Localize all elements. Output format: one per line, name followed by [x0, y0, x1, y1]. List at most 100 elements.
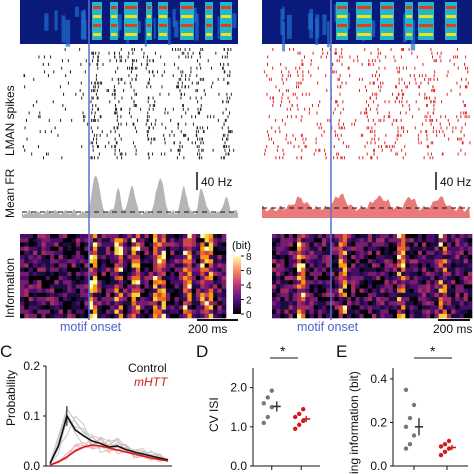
- heatmap-cell: [347, 267, 352, 273]
- heatmap-cell: [305, 246, 310, 252]
- heatmap-cell: [384, 305, 389, 310]
- heatmap-cell: [123, 271, 128, 277]
- heatmap-cell: [75, 292, 81, 298]
- heatmap-cell: [338, 250, 344, 256]
- heatmap-cell: [97, 276, 102, 281]
- heatmap-cell: [280, 250, 285, 256]
- heatmap-cell: [467, 250, 473, 256]
- heatmap-cell: [301, 242, 306, 247]
- heatmap-cell: [313, 284, 319, 289]
- heatmap-cell: [32, 292, 38, 298]
- heatmap-cell: [347, 301, 352, 306]
- spectrogram-harmonic: [419, 33, 433, 36]
- heatmap-cell: [20, 309, 25, 315]
- heatmap-cell: [71, 276, 77, 281]
- heatmap-cell: [459, 313, 464, 319]
- heatmap-cell: [455, 246, 460, 252]
- heatmap-cell: [388, 309, 394, 315]
- heatmap-cell: [67, 305, 72, 310]
- spectrogram-harmonic: [419, 6, 433, 9]
- heatmap-cell: [50, 246, 55, 252]
- heatmap-cell: [45, 313, 51, 319]
- heatmap-cell: [221, 288, 227, 294]
- heatmap-cell: [276, 301, 281, 306]
- heatmap-cell: [355, 246, 360, 252]
- heatmap-cell: [426, 280, 431, 285]
- heatmap-cell: [409, 263, 414, 268]
- heatmap-cell: [118, 234, 124, 239]
- heatmap-cell: [326, 250, 331, 256]
- heatmap-cell: [165, 305, 171, 310]
- heatmap-cell: [92, 238, 98, 243]
- heatmap-cell: [426, 255, 431, 260]
- heatmap-cell: [417, 259, 423, 264]
- heatmap-cell: [204, 267, 210, 273]
- heatmap-cell: [45, 238, 51, 243]
- heatmap-cell: [208, 255, 214, 260]
- heatmap-cell: [208, 267, 214, 273]
- heatmap-cell: [467, 242, 473, 247]
- heatmap-cell: [28, 284, 34, 289]
- heatmap-cell: [288, 263, 294, 268]
- heatmap-cell: [309, 309, 314, 315]
- heatmap-cell: [301, 313, 306, 319]
- heatmap-cell: [322, 250, 327, 256]
- heatmap-cell: [430, 267, 435, 273]
- heatmap-cell: [442, 271, 448, 277]
- heatmap-cell: [110, 284, 115, 289]
- heatmap-cell: [359, 297, 364, 302]
- heatmap-cell: [280, 238, 285, 243]
- heatmap-cell: [409, 267, 414, 273]
- heatmap-cell: [409, 250, 414, 256]
- heatmap-cell: [426, 271, 431, 277]
- heatmap-cell: [217, 271, 223, 277]
- heatmap-cell: [88, 288, 94, 294]
- heatmap-cell: [165, 280, 171, 285]
- heatmap-cell: [359, 276, 364, 281]
- heatmap-cell: [434, 255, 439, 260]
- spectrogram-harmonic: [419, 15, 433, 18]
- heatmap-cell: [317, 297, 323, 302]
- heatmap-cell: [417, 284, 423, 289]
- heatmap-cell: [187, 305, 192, 310]
- heatmap-cell: [430, 313, 435, 319]
- heatmap-cell: [178, 246, 184, 252]
- heatmap-cell: [161, 271, 167, 277]
- heatmap-cell: [338, 313, 344, 319]
- heatmap-cell: [105, 267, 111, 273]
- heatmap-cell: [417, 276, 423, 281]
- heatmap-cell: [135, 284, 141, 289]
- heatmap-cell: [24, 292, 29, 298]
- heatmap-cell: [359, 263, 364, 268]
- heatmap-cell: [322, 284, 327, 289]
- heatmap-cell: [384, 234, 389, 239]
- heatmap-cell: [363, 246, 369, 252]
- heatmap-cell: [342, 284, 348, 289]
- heatmap-cell: [123, 292, 128, 298]
- heatmap-cell: [84, 255, 89, 260]
- heatmap-cell: [422, 263, 427, 268]
- heatmap-cell: [32, 288, 38, 294]
- heatmap-cell: [157, 309, 162, 315]
- heatmap-cell: [409, 309, 414, 315]
- heatmap-cell: [97, 234, 102, 239]
- heatmap-cell: [288, 255, 294, 260]
- heatmap-cell: [455, 271, 460, 277]
- motif-onset-label-left: motif onset: [60, 320, 122, 334]
- heatmap-cell: [467, 292, 473, 298]
- heatmap-cell: [170, 309, 175, 315]
- heatmap-cell: [183, 271, 188, 277]
- heatmap-cell: [409, 288, 414, 294]
- heatmap-cell: [451, 309, 456, 315]
- heatmap-cell: [200, 234, 205, 239]
- heatmap-cell: [183, 259, 188, 264]
- heatmap-cell: [301, 271, 306, 277]
- heatmap-cell: [301, 284, 306, 289]
- heatmap-cell: [54, 305, 59, 310]
- heatmap-cell: [204, 309, 210, 315]
- heatmap-cell: [41, 234, 47, 239]
- heatmap-cell: [174, 288, 180, 294]
- heatmap-cell: [276, 309, 281, 315]
- heatmap-cell: [144, 309, 150, 315]
- heatmap-cell: [45, 288, 51, 294]
